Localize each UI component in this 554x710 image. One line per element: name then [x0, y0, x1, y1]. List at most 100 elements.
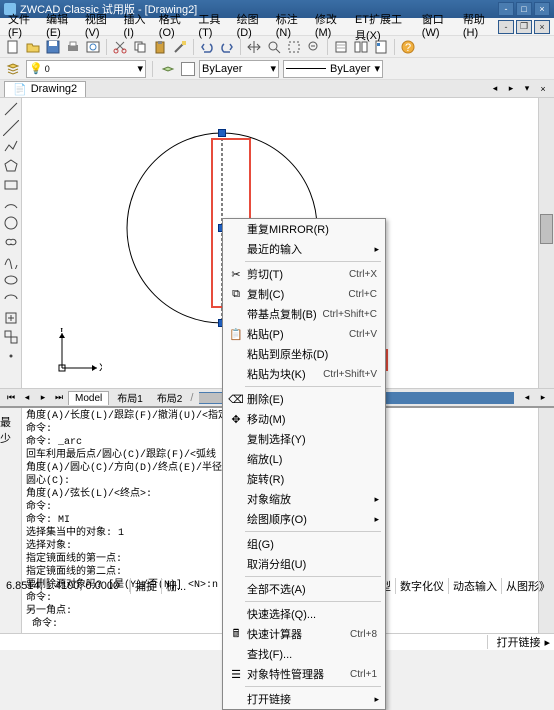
ctx-item-1[interactable]: 最近的输入▸	[223, 239, 385, 259]
minimize-button[interactable]: -	[498, 2, 514, 16]
ctx-item-25[interactable]: 查找(F)...	[223, 644, 385, 664]
status-toggle-2[interactable]: 数字化仪	[395, 578, 448, 594]
tab-last-button[interactable]: ⏭	[52, 391, 66, 405]
pan-button[interactable]	[245, 38, 263, 56]
status-toggle-4[interactable]: 从图形》	[501, 578, 554, 594]
doc-minimize-button[interactable]: -	[498, 20, 514, 34]
doc-tab-drawing2[interactable]: 📄 Drawing2	[4, 81, 86, 97]
paste-button[interactable]	[151, 38, 169, 56]
rectangle-button[interactable]	[2, 176, 20, 194]
ctx-item-12[interactable]: 复制选择(Y)	[223, 429, 385, 449]
tab-next-button[interactable]: ▸	[504, 82, 518, 96]
grip-top[interactable]	[218, 129, 226, 137]
ctx-item-10[interactable]: ⌫删除(E)	[223, 389, 385, 409]
ctx-item-8[interactable]: 粘贴为块(K)Ctrl+Shift+V	[223, 364, 385, 384]
match-button[interactable]	[171, 38, 189, 56]
tab-model[interactable]: Model	[68, 391, 109, 405]
open-button[interactable]	[24, 38, 42, 56]
ctx-item-24[interactable]: 🖩快速计算器Ctrl+8	[223, 624, 385, 644]
spline-button[interactable]	[2, 252, 20, 270]
tab-layout1[interactable]: 布局1	[111, 389, 149, 406]
zoom-realtime-button[interactable]	[265, 38, 283, 56]
menu-11[interactable]: 帮助(H)	[459, 10, 496, 44]
redo-button[interactable]	[218, 38, 236, 56]
vertical-scrollbar[interactable]	[538, 98, 554, 388]
tab-first-button[interactable]: ⏮	[4, 391, 18, 405]
tab-layout2[interactable]: 布局2	[151, 389, 189, 406]
help-button[interactable]: ?	[399, 38, 417, 56]
doc-close-button[interactable]: ×	[534, 20, 550, 34]
ellipse-arc-button[interactable]	[2, 290, 20, 308]
polyline-button[interactable]	[2, 138, 20, 156]
line-button[interactable]	[2, 100, 20, 118]
ctx-item-26[interactable]: ☰对象特性管理器Ctrl+1	[223, 664, 385, 684]
arc-button[interactable]	[2, 195, 20, 213]
xline-button[interactable]	[2, 119, 20, 137]
ctx-item-15[interactable]: 对象缩放▸	[223, 489, 385, 509]
ctx-item-14[interactable]: 旋转(R)	[223, 469, 385, 489]
toolpalette-button[interactable]	[372, 38, 390, 56]
tab-prev-button[interactable]: ◂	[488, 82, 502, 96]
close-button[interactable]: ×	[534, 2, 550, 16]
tab-menu-button[interactable]: ▾	[520, 82, 534, 96]
ctx-item-7[interactable]: 粘贴到原坐标(D)	[223, 344, 385, 364]
doc-restore-button[interactable]: ❐	[516, 20, 532, 34]
ctx-item-28[interactable]: 打开链接▸	[223, 689, 385, 709]
document-tabs: 📄 Drawing2 ◂ ▸ ▾ ×	[0, 80, 554, 98]
zoom-window-button[interactable]	[285, 38, 303, 56]
circle-button[interactable]	[2, 214, 20, 232]
layer-prev-button[interactable]	[159, 60, 177, 78]
ctx-item-21[interactable]: 全部不选(A)	[223, 579, 385, 599]
scroll-left-button[interactable]: ◂	[520, 391, 534, 405]
scroll-thumb[interactable]	[540, 214, 553, 244]
ctx-shortcut: Ctrl+X	[349, 269, 381, 280]
maximize-button[interactable]: □	[516, 2, 532, 16]
ctx-item-19[interactable]: 取消分组(U)	[223, 554, 385, 574]
preview-button[interactable]	[84, 38, 102, 56]
tab-close-button[interactable]: ×	[536, 82, 550, 96]
ctx-item-0[interactable]: 重复MIRROR(R)	[223, 219, 385, 239]
layer-manager-button[interactable]	[4, 60, 22, 78]
menu-10[interactable]: 窗口(W)	[418, 10, 457, 44]
save-button[interactable]	[44, 38, 62, 56]
ctx-item-23[interactable]: 快速选择(Q)...	[223, 604, 385, 624]
ctx-item-16[interactable]: 绘图顺序(O)▸	[223, 509, 385, 529]
layer-dropdown[interactable]: 💡 0 ▾	[26, 60, 146, 78]
polygon-button[interactable]	[2, 157, 20, 175]
status-toggle-3[interactable]: 动态输入	[448, 578, 501, 594]
point-button[interactable]	[2, 347, 20, 365]
ctx-item-3[interactable]: ✂剪切(T)Ctrl+X	[223, 264, 385, 284]
ctx-item-5[interactable]: 带基点复制(B)Ctrl+Shift+C	[223, 304, 385, 324]
ctx-item-6[interactable]: 📋粘贴(P)Ctrl+V	[223, 324, 385, 344]
designcenter-button[interactable]	[352, 38, 370, 56]
insert-button[interactable]	[2, 309, 20, 327]
linetype-dropdown[interactable]: ByLayer ▾	[283, 60, 383, 78]
block-button[interactable]	[2, 328, 20, 346]
ctx-item-11[interactable]: ✥移动(M)	[223, 409, 385, 429]
new-button[interactable]	[4, 38, 22, 56]
scroll-right-button[interactable]: ▸	[536, 391, 550, 405]
undo-button[interactable]	[198, 38, 216, 56]
color-dropdown[interactable]: ByLayer▾	[199, 60, 279, 78]
ctx-label: 粘贴(P)	[245, 326, 349, 342]
color-swatch[interactable]	[181, 62, 195, 76]
status-grid[interactable]: 栅...	[161, 578, 190, 594]
status-snap[interactable]: 捕捉	[130, 578, 161, 594]
ctx-item-13[interactable]: 缩放(L)	[223, 449, 385, 469]
cmd-scrollbar[interactable]	[538, 408, 554, 633]
revcloud-button[interactable]	[2, 233, 20, 251]
ctx-icon: ✂	[227, 268, 245, 281]
ctx-label: 组(G)	[245, 536, 381, 552]
tab-prev-layout-button[interactable]: ◂	[20, 391, 34, 405]
ctx-shortcut: Ctrl+Shift+C	[323, 309, 381, 320]
zoom-prev-button[interactable]	[305, 38, 323, 56]
cut-button[interactable]	[111, 38, 129, 56]
props-button[interactable]	[332, 38, 350, 56]
copy-button[interactable]	[131, 38, 149, 56]
tab-next-layout-button[interactable]: ▸	[36, 391, 50, 405]
ctx-item-4[interactable]: ⧉复制(C)Ctrl+C	[223, 284, 385, 304]
ellipse-button[interactable]	[2, 271, 20, 289]
ctx-label: 缩放(L)	[245, 451, 381, 467]
ctx-item-18[interactable]: 组(G)	[223, 534, 385, 554]
print-button[interactable]	[64, 38, 82, 56]
